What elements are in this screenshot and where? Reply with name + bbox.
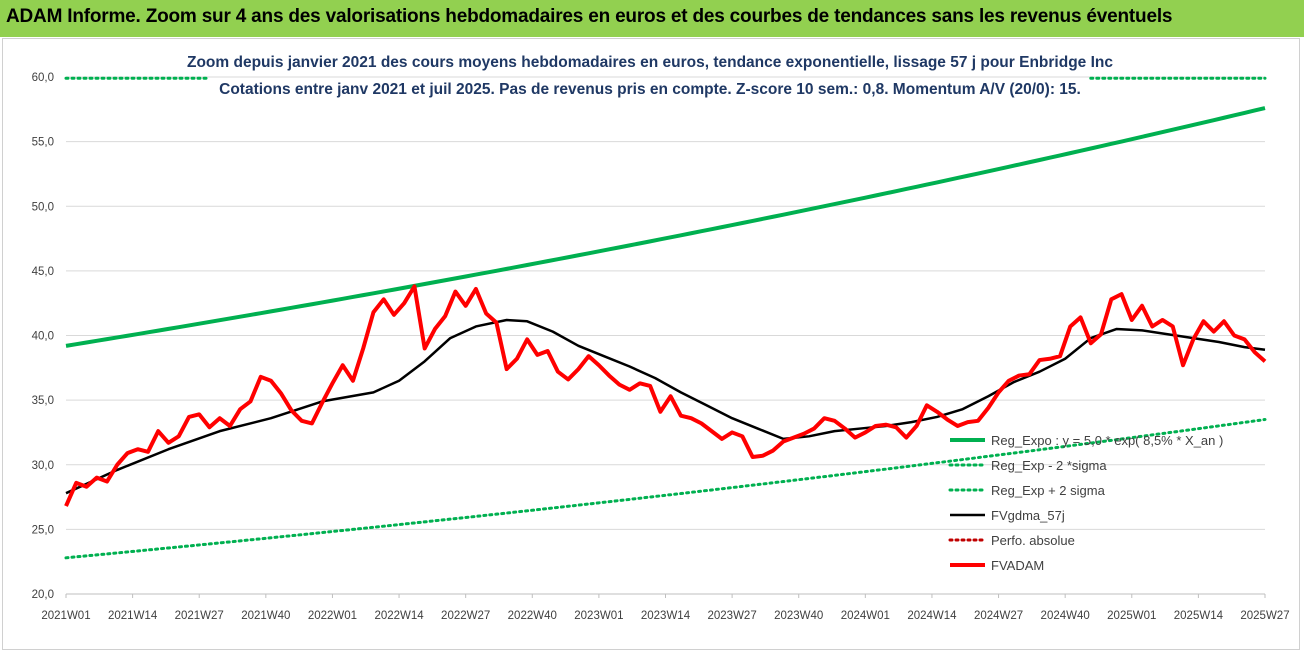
x-tick-label: 2023W14 [641, 610, 691, 622]
chart-subtitle: Cotations entre janv 2021 et juil 2025. … [219, 81, 1081, 98]
x-tick-label: 2021W14 [108, 610, 158, 622]
x-tick-label: 2023W40 [774, 610, 823, 622]
y-tick-label: 35,0 [32, 395, 54, 407]
series-line-reg-expo-y-5-0-exp-8-5-x-an [65, 106, 1266, 348]
x-tick-label: 2024W40 [1041, 610, 1090, 622]
y-tick-label: 50,0 [32, 201, 54, 213]
legend: Reg_Expo : y = 5,0 * exp( 8,5% * X_an ) R… [948, 433, 1223, 573]
y-tick-label: 45,0 [32, 266, 54, 278]
series-line-reg-exp-2-sigma [64, 418, 1267, 560]
y-tick-label: 55,0 [32, 137, 54, 149]
x-tick-label: 2023W27 [707, 610, 756, 622]
x-tick-label: 2022W14 [374, 610, 424, 622]
series-layer [64, 76, 1267, 560]
legend-label: Reg_Exp - 2 *sigma [991, 458, 1107, 473]
x-tick-label: 2024W27 [974, 610, 1023, 622]
series-line-fvadam [64, 284, 1267, 507]
y-tick-label: 20,0 [32, 589, 54, 601]
legend-label: FVgdma_57j [991, 508, 1065, 523]
y-tick-label: 60,0 [32, 72, 54, 84]
y-tick-label: 40,0 [32, 331, 54, 343]
y-tick-label: 30,0 [32, 460, 54, 472]
y-axis-ticks: 20,0 25,0 30,0 35,0 40,0 45,0 50,0 55,0 60,0 [32, 72, 54, 601]
x-tick-label: 2023W01 [574, 610, 623, 622]
x-tick-label: 2022W27 [441, 610, 490, 622]
page-title: ADAM Informe. Zoom sur 4 ans des valoris… [6, 6, 1173, 27]
x-tick-label: 2024W14 [907, 610, 957, 622]
grid-lines [66, 76, 1265, 595]
x-tick-label: 2021W27 [175, 610, 224, 622]
x-axis-ticks: 2021W01 2021W14 2021W27 2021W40 2022W01 2022W… [41, 594, 1290, 622]
x-tick-label: 2021W01 [41, 610, 90, 622]
x-tick-label: 2021W40 [241, 610, 290, 622]
series-line-fvgdma-57j [65, 318, 1266, 495]
x-tick-label: 2022W01 [308, 610, 357, 622]
x-tick-label: 2024W01 [841, 610, 890, 622]
x-tick-label: 2022W40 [508, 610, 557, 622]
x-tick-label: 2025W27 [1240, 610, 1289, 622]
legend-label: Reg_Expo : y = 5,0 * exp( 8,5% * X_an ) [991, 433, 1223, 448]
title-banner: ADAM Informe. Zoom sur 4 ans des valoris… [0, 0, 1304, 37]
x-tick-label: 2025W01 [1107, 610, 1156, 622]
x-tick-label: 2025W14 [1174, 610, 1224, 622]
y-tick-label: 25,0 [32, 524, 54, 536]
legend-label: FVADAM [991, 558, 1044, 573]
legend-label: Perfo. absolue [991, 533, 1075, 548]
legend-label: Reg_Exp + 2 sigma [991, 483, 1106, 498]
chart-title: Zoom depuis janvier 2021 des cours moyen… [187, 54, 1113, 71]
